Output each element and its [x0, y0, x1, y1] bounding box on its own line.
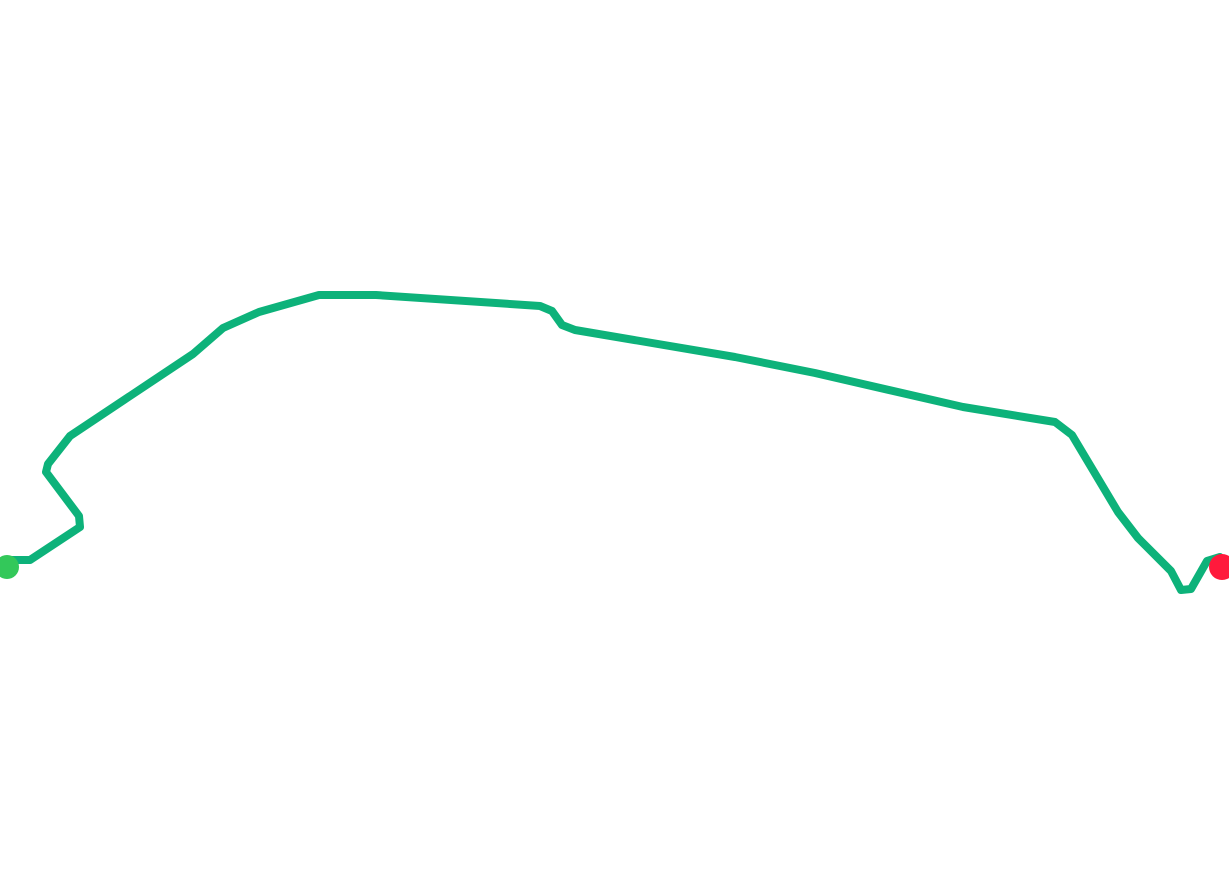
route-line [3, 291, 1224, 594]
end-marker[interactable] [1209, 554, 1229, 580]
start-marker[interactable] [0, 555, 19, 579]
